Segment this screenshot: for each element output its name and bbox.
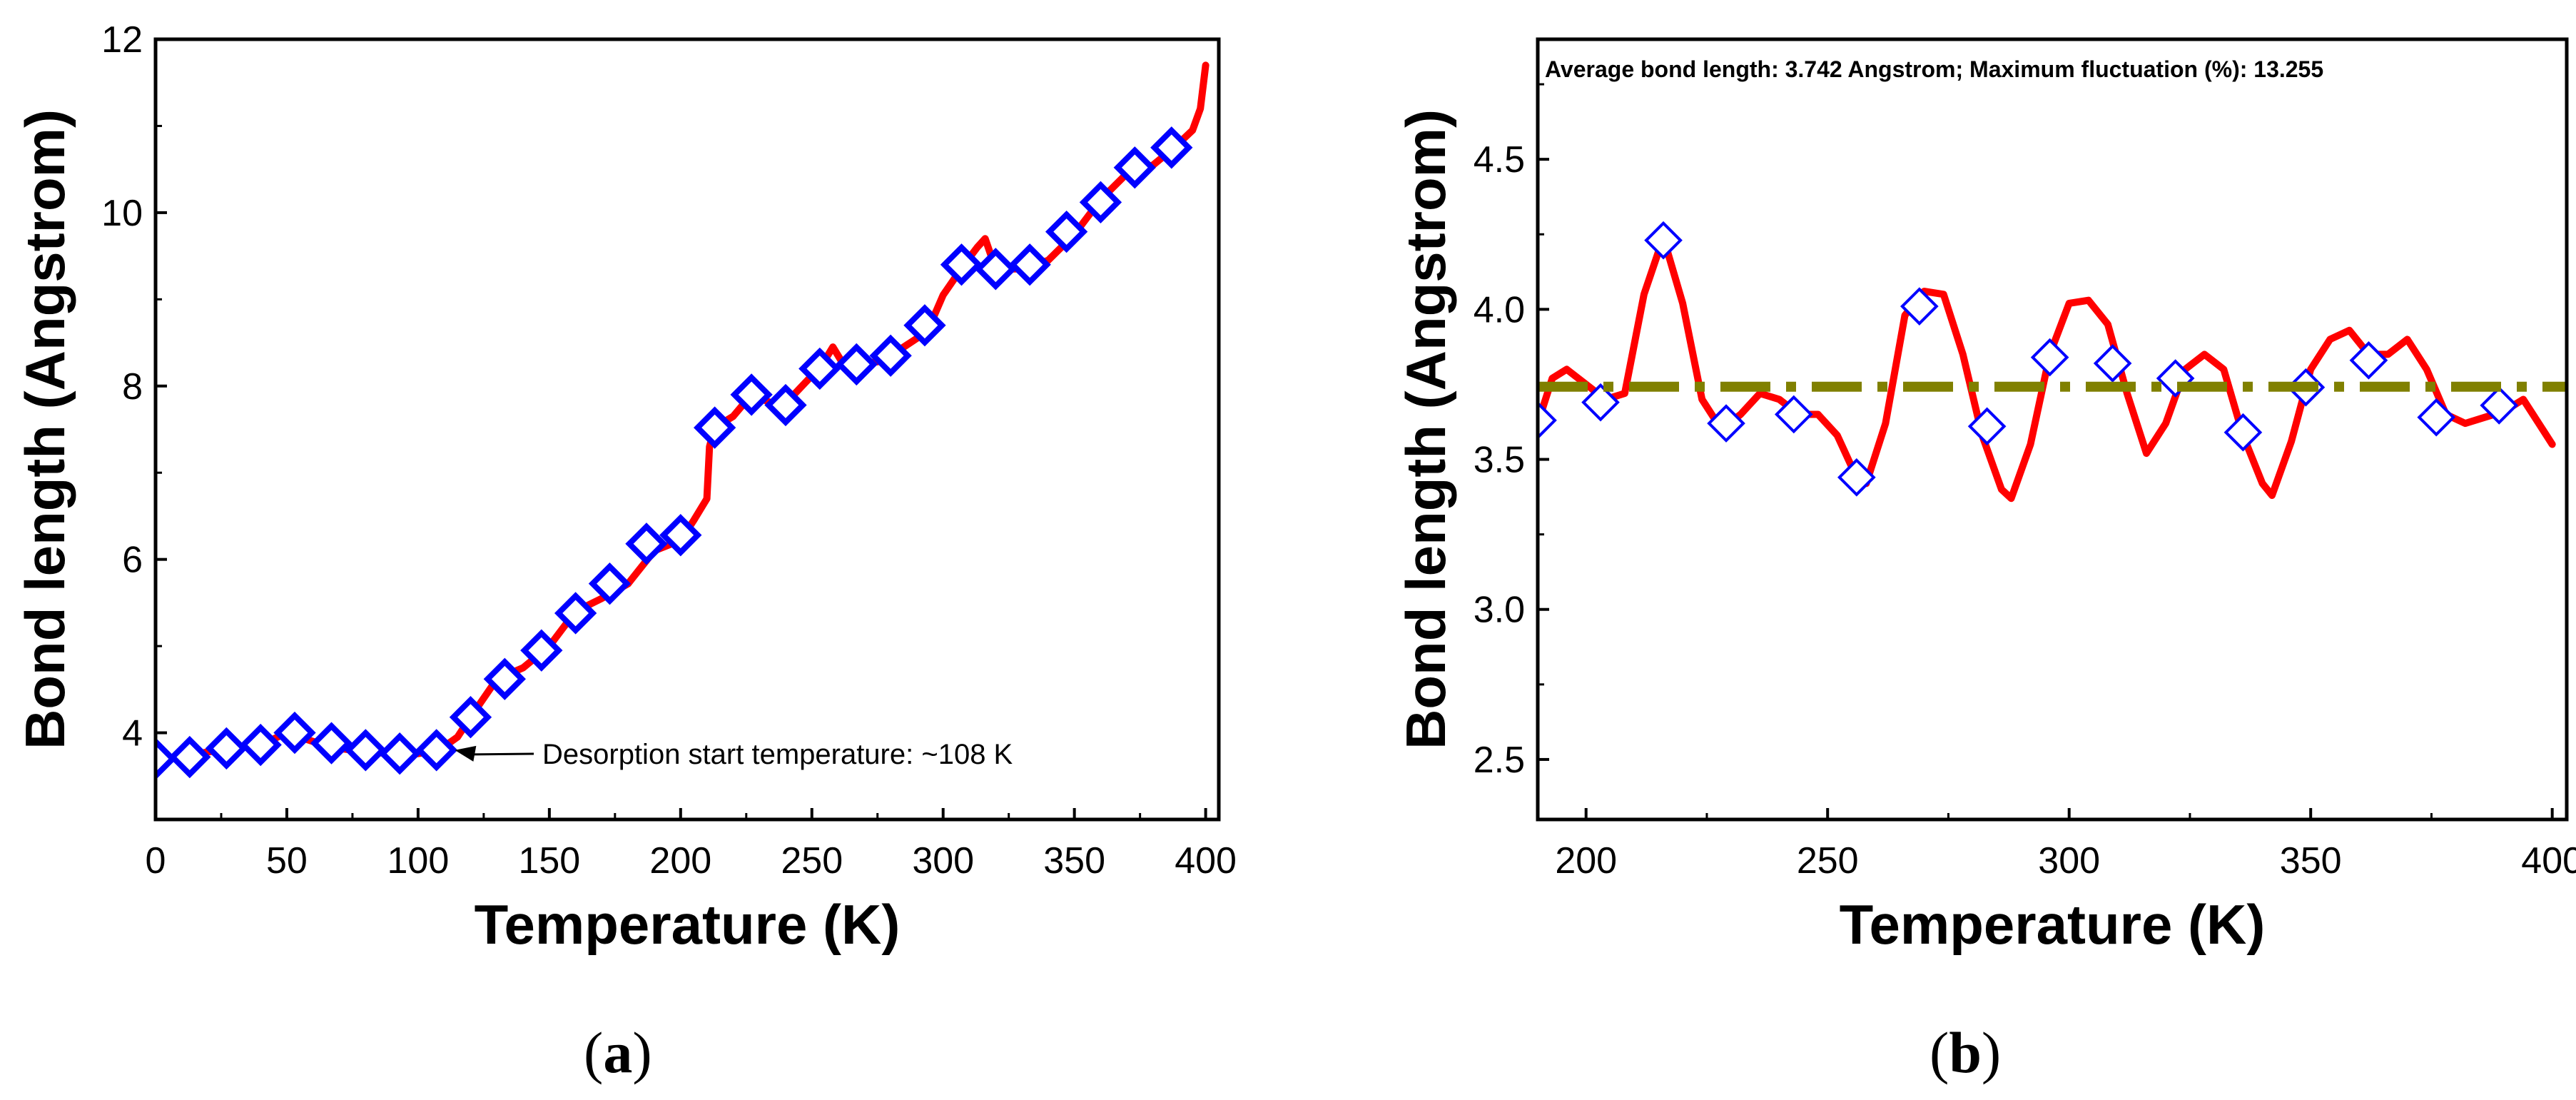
y-axis-label: Bond length (Angstrom)	[1394, 109, 1457, 750]
data-point-marker	[1079, 181, 1122, 223]
y-tick-label: 10	[101, 193, 143, 234]
data-point-marker	[1644, 221, 1683, 260]
x-tick-label: 400	[1175, 840, 1237, 882]
x-tick-label: 200	[1555, 840, 1617, 882]
data-point-marker	[588, 562, 632, 605]
x-tick-label: 350	[1043, 840, 1105, 882]
y-tick-label: 3.5	[1474, 440, 1525, 481]
data-point-marker	[310, 722, 353, 765]
data-point-marker	[625, 523, 668, 565]
data-point-marker	[449, 696, 492, 739]
y-tick-label: 6	[122, 540, 143, 581]
data-point-marker	[1581, 383, 1620, 422]
data-point-marker	[1774, 395, 1813, 434]
caption-b: (b)	[1930, 1020, 2002, 1085]
data-point-marker	[1538, 401, 1557, 440]
data-point-marker	[835, 343, 878, 386]
data-point-marker	[1707, 404, 1745, 443]
data-point-marker	[1113, 146, 1156, 189]
data-point-marker	[798, 347, 841, 390]
data-point-marker	[344, 729, 387, 772]
x-tick-label: 250	[781, 840, 843, 882]
annotation-arrow-line	[473, 752, 534, 756]
data-point-marker	[168, 735, 211, 779]
y-tick-label: 2.5	[1474, 740, 1525, 781]
data-point-marker	[1008, 243, 1051, 286]
data-point-marker	[764, 383, 807, 427]
y-axis-label: Bond length (Angstrom)	[14, 109, 76, 750]
data-point-marker	[2093, 344, 2132, 383]
data-point-marker	[2030, 338, 2069, 377]
data-point-marker	[2349, 340, 2388, 380]
y-tick-label: 8	[122, 366, 143, 408]
x-tick-label: 200	[649, 840, 711, 882]
data-point-marker	[693, 406, 736, 449]
data-point-marker	[2223, 413, 2263, 452]
y-tick-label: 4.5	[1474, 139, 1525, 181]
data-point-marker	[2417, 398, 2456, 437]
data-point-marker	[730, 373, 773, 416]
y-tick-label: 4.0	[1474, 289, 1525, 330]
data-point-marker	[273, 711, 316, 755]
x-axis-label: Temperature (K)	[475, 893, 901, 956]
data-point-marker	[940, 243, 983, 286]
data-point-marker	[1045, 210, 1088, 253]
data-point-marker	[1900, 287, 1939, 326]
caption-a: (a)	[584, 1020, 652, 1085]
y-tick-label: 12	[101, 19, 143, 61]
x-tick-label: 350	[2280, 840, 2342, 882]
data-point-marker	[2480, 386, 2519, 425]
data-point-marker	[869, 334, 912, 377]
data-point-marker	[1967, 407, 2007, 446]
chart-b: 200 250 300 350 400 2.5 3.0 3.5 4.0 4.5 Temperatur…	[1394, 37, 2576, 956]
x-tick-label: 400	[2521, 840, 2576, 882]
data-point-marker	[378, 732, 421, 775]
x-tick-label: 300	[2038, 840, 2100, 882]
data-point-marker	[205, 727, 248, 770]
data-point-marker	[520, 629, 563, 672]
data-point-marker	[903, 304, 946, 347]
plot-frame	[1536, 37, 2569, 822]
plot-frame	[153, 37, 1221, 822]
data-point-marker	[1150, 126, 1193, 169]
data-point-marker	[974, 248, 1017, 291]
series-line	[1538, 233, 2556, 503]
data-point-marker	[415, 729, 458, 772]
annotation-text: Average bond length: 3.742 Angstrom; Max…	[1545, 56, 2323, 82]
caption-a-letter: a	[603, 1020, 633, 1085]
annotation-text: Desorption start temperature: ~108 K	[542, 739, 1013, 770]
data-point-marker	[554, 592, 597, 635]
data-point-marker	[483, 657, 526, 700]
data-point-marker	[239, 723, 282, 767]
annotation-arrowhead	[455, 745, 477, 762]
x-tick-label: 300	[912, 840, 974, 882]
data-point-marker	[659, 514, 702, 557]
data-point-marker	[1837, 458, 1876, 497]
series-line	[156, 61, 1210, 762]
x-tick-label: 150	[518, 840, 580, 882]
x-tick-label: 50	[266, 840, 308, 882]
x-tick-label: 250	[1797, 840, 1859, 882]
x-tick-label: 100	[387, 840, 450, 882]
caption-b-letter: b	[1949, 1020, 1982, 1085]
y-tick-label: 4	[122, 713, 143, 755]
x-tick-label: 0	[146, 840, 166, 882]
y-tick-label: 3.0	[1474, 590, 1525, 631]
chart-a: 0 50 100 150 200 250 300 350 400 4 6 8 10 12 Temperatu…	[14, 19, 1237, 956]
data-point-marker	[156, 737, 177, 780]
x-axis-label: Temperature (K)	[1840, 893, 2266, 956]
